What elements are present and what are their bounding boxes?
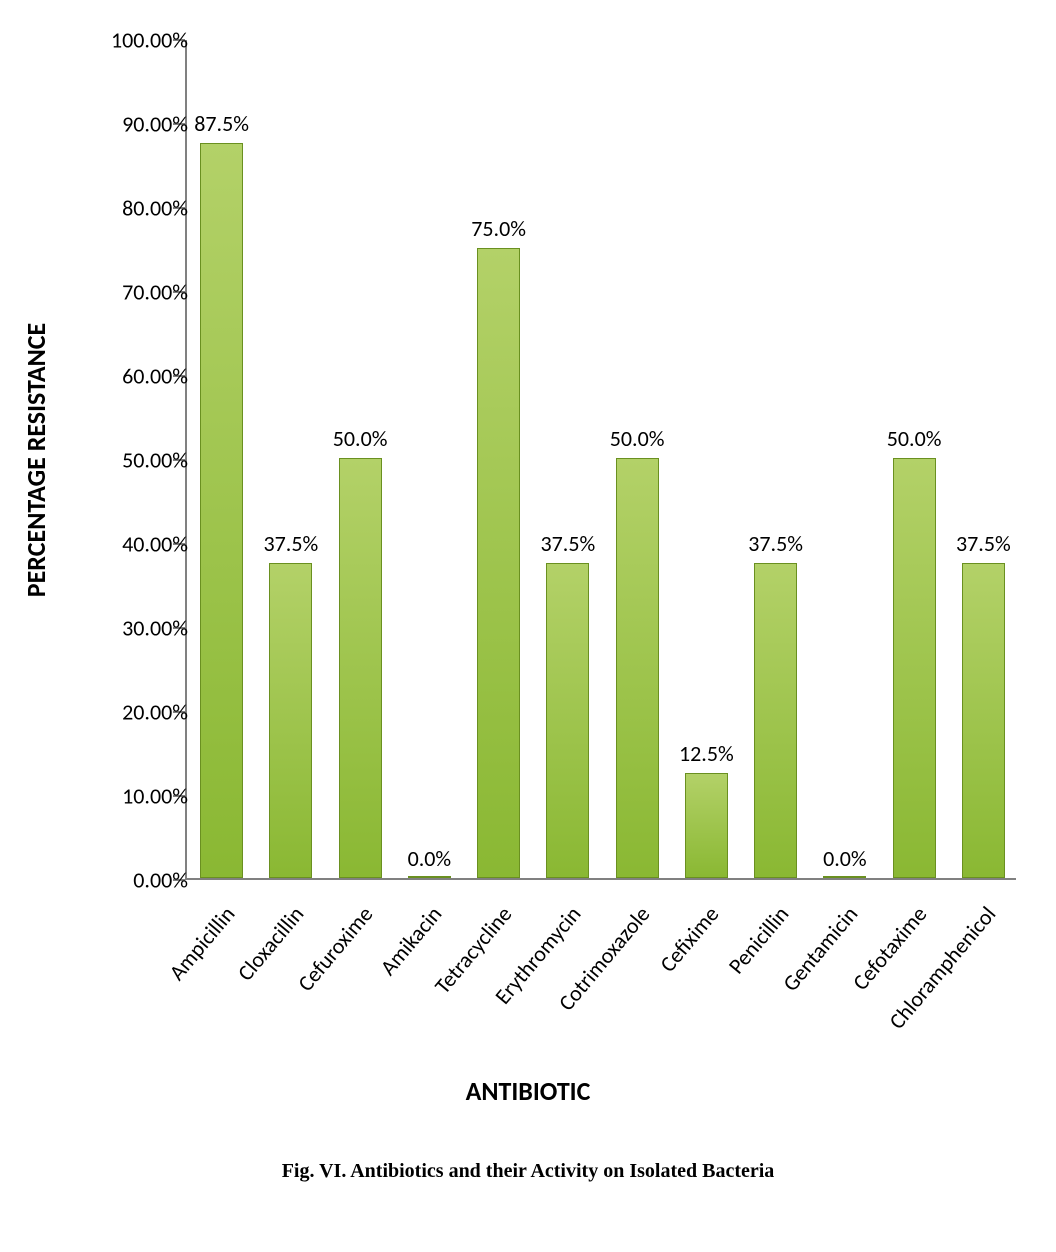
bar-value-label: 37.5% <box>518 530 618 557</box>
y-tick-label: 60.00% <box>122 363 188 390</box>
bar-value-label: 37.5% <box>933 530 1033 557</box>
bar <box>685 773 728 878</box>
plot-area: 87.5%37.5%50.0%0.0%75.0%37.5%50.0%12.5%3… <box>185 40 1016 880</box>
bar <box>546 563 589 878</box>
bar-chart: PERCENTAGE RESISTANCE 87.5%37.5%50.0%0.0… <box>20 20 1036 1110</box>
y-tick-label: 10.00% <box>122 783 188 810</box>
y-tick-label: 70.00% <box>122 279 188 306</box>
bar <box>754 563 797 878</box>
bar-value-label: 50.0% <box>864 425 964 452</box>
bar-value-label: 50.0% <box>587 425 687 452</box>
bar <box>339 458 382 878</box>
bar <box>269 563 312 878</box>
bar <box>893 458 936 878</box>
y-tick-label: 100.00% <box>111 27 188 54</box>
figure-caption: Fig. VI. Antibiotics and their Activity … <box>20 1160 1036 1183</box>
bar <box>616 458 659 878</box>
y-tick-label: 20.00% <box>122 699 188 726</box>
x-axis-title: ANTIBIOTIC <box>20 1075 1036 1107</box>
bar-value-label: 0.0% <box>379 845 479 872</box>
bar-value-label: 75.0% <box>449 215 549 242</box>
y-tick-label: 80.00% <box>122 195 188 222</box>
y-tick-label: 40.00% <box>122 531 188 558</box>
bar-value-label: 37.5% <box>726 530 826 557</box>
y-tick-label: 30.00% <box>122 615 188 642</box>
y-tick-label: 50.00% <box>122 447 188 474</box>
y-tick-label: 0.00% <box>133 867 188 894</box>
bar <box>408 876 451 878</box>
bar-value-label: 0.0% <box>795 845 895 872</box>
bar <box>200 143 243 878</box>
bar <box>962 563 1005 878</box>
bar <box>477 248 520 878</box>
bar-value-label: 37.5% <box>241 530 341 557</box>
bar-value-label: 12.5% <box>656 740 756 767</box>
chart-wrapper: PERCENTAGE RESISTANCE 87.5%37.5%50.0%0.0… <box>20 20 1036 1183</box>
y-axis-title: PERCENTAGE RESISTANCE <box>20 323 52 597</box>
bar-value-label: 50.0% <box>310 425 410 452</box>
y-tick-label: 90.00% <box>122 111 188 138</box>
bar <box>823 876 866 878</box>
